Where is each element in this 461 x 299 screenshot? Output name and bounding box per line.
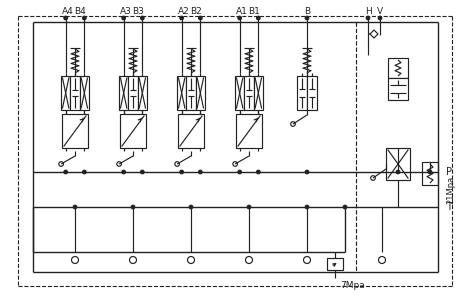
Circle shape [396,170,400,174]
Circle shape [247,205,251,209]
Bar [186,76,195,110]
Text: P: P [446,167,452,177]
Text: B: B [304,7,310,16]
Circle shape [238,170,242,174]
Circle shape [131,205,135,209]
Circle shape [141,16,144,20]
Circle shape [371,176,375,180]
Circle shape [305,16,309,20]
Circle shape [83,16,86,20]
Circle shape [256,170,260,174]
Bar [388,58,408,78]
Circle shape [175,162,179,166]
Circle shape [130,257,136,263]
Circle shape [180,16,183,20]
Text: V: V [377,7,383,16]
Circle shape [246,257,253,263]
Text: T: T [446,202,452,212]
Bar [388,78,408,100]
Circle shape [64,16,67,20]
Circle shape [117,162,121,166]
Bar [254,76,263,110]
Circle shape [141,170,144,174]
Bar [386,148,410,180]
Bar [128,76,138,110]
Text: A1: A1 [236,7,248,16]
Circle shape [378,257,385,263]
Bar [62,114,88,148]
Bar [244,76,254,110]
Circle shape [83,170,86,174]
Circle shape [343,205,347,209]
Circle shape [378,16,382,20]
Text: 21Mpa: 21Mpa [446,176,455,204]
Circle shape [180,170,183,174]
Text: A2: A2 [178,7,190,16]
Circle shape [59,162,64,166]
Bar [177,76,186,110]
Bar [178,114,204,148]
Circle shape [303,257,311,263]
Circle shape [256,16,260,20]
Circle shape [189,205,193,209]
Bar [195,76,205,110]
Text: A3: A3 [120,7,132,16]
Circle shape [305,170,309,174]
Bar [235,76,244,110]
Bar [120,114,146,148]
Bar [307,76,317,110]
Text: H: H [365,7,372,16]
Circle shape [73,205,77,209]
Circle shape [188,257,195,263]
Circle shape [122,16,125,20]
Circle shape [71,257,78,263]
Circle shape [305,205,309,209]
Bar [61,76,71,110]
Bar [119,76,128,110]
Circle shape [366,16,370,20]
Bar [138,76,147,110]
Text: 7Mpa: 7Mpa [340,281,365,291]
Text: B2: B2 [190,7,202,16]
Circle shape [64,170,67,174]
Text: B1: B1 [248,7,260,16]
Bar [297,76,307,110]
Bar [236,114,262,148]
Bar [80,76,89,110]
Circle shape [199,170,202,174]
Circle shape [199,16,202,20]
Circle shape [291,122,296,126]
Bar [327,258,343,270]
Circle shape [238,16,242,20]
Circle shape [233,162,237,166]
Text: B4: B4 [74,7,86,16]
Bar [422,162,438,185]
Text: B3: B3 [132,7,144,16]
Circle shape [122,170,125,174]
Circle shape [428,170,432,174]
Text: A4: A4 [62,7,74,16]
Bar [71,76,80,110]
